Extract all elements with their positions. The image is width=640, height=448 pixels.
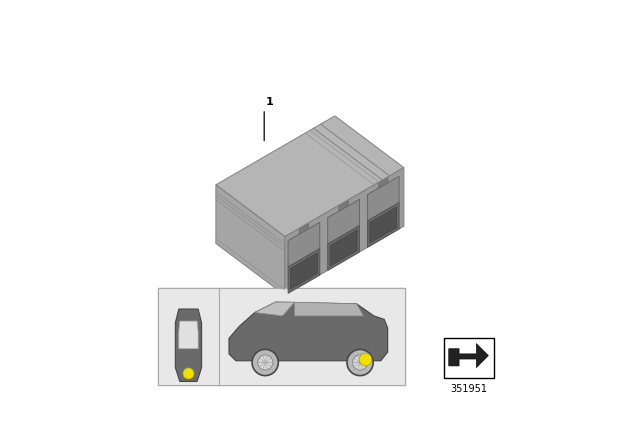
Polygon shape	[299, 224, 308, 234]
Polygon shape	[179, 321, 198, 349]
FancyBboxPatch shape	[444, 338, 493, 378]
Polygon shape	[216, 116, 404, 237]
Polygon shape	[367, 202, 399, 247]
Circle shape	[258, 355, 273, 370]
Polygon shape	[288, 249, 320, 293]
Polygon shape	[255, 302, 294, 316]
Polygon shape	[291, 253, 317, 289]
Polygon shape	[370, 207, 397, 243]
Polygon shape	[328, 226, 360, 271]
Text: 351951: 351951	[450, 384, 487, 394]
Circle shape	[252, 349, 278, 375]
Circle shape	[353, 355, 367, 370]
Polygon shape	[449, 344, 488, 368]
Polygon shape	[330, 230, 357, 266]
Polygon shape	[229, 302, 388, 361]
Polygon shape	[285, 168, 404, 295]
FancyBboxPatch shape	[158, 289, 405, 385]
Polygon shape	[378, 178, 388, 188]
Polygon shape	[216, 185, 285, 295]
FancyBboxPatch shape	[158, 289, 219, 385]
Polygon shape	[367, 176, 399, 221]
Polygon shape	[328, 199, 360, 244]
Polygon shape	[294, 302, 364, 316]
Polygon shape	[339, 201, 348, 211]
Circle shape	[347, 349, 373, 375]
FancyBboxPatch shape	[219, 289, 405, 385]
Polygon shape	[175, 309, 202, 382]
Polygon shape	[288, 222, 320, 267]
Text: 1: 1	[266, 97, 274, 107]
